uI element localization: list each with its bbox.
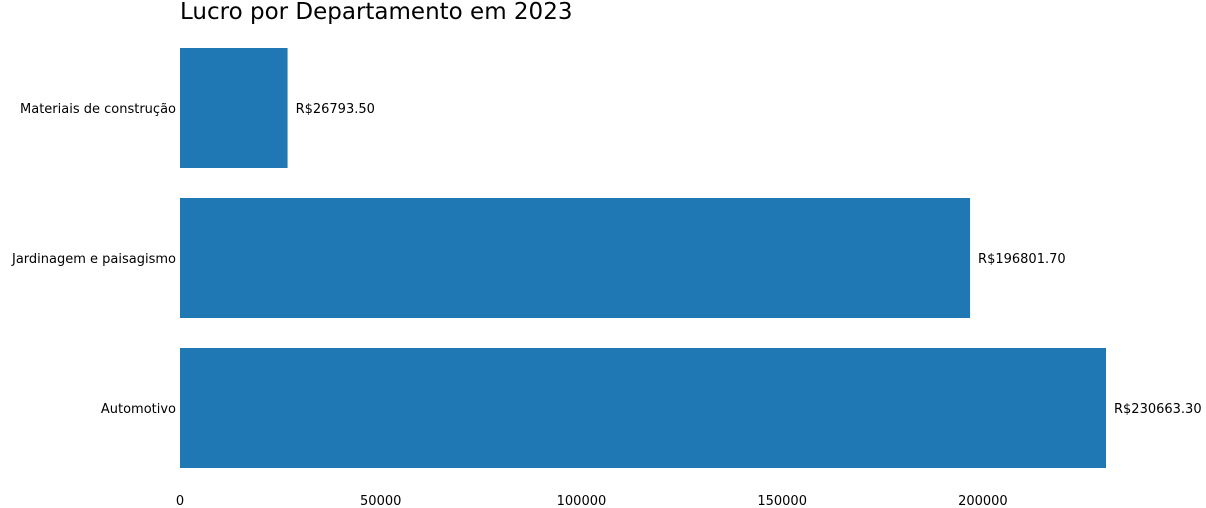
bar-0 (180, 48, 288, 168)
bar-1 (180, 198, 971, 318)
x-tick-label-2: 100000 (557, 494, 607, 508)
data-label-0: R$26793.50 (296, 102, 375, 117)
data-label-2: R$230663.30 (1114, 402, 1202, 417)
data-labels: R$26793.50 R$196801.70 R$230663.30 (296, 102, 1202, 417)
x-tick-label-1: 50000 (360, 494, 401, 508)
chart-title: Lucro por Departamento em 2023 (180, 0, 572, 25)
x-tick-labels: 0 50000 100000 150000 200000 (176, 494, 1008, 508)
y-tick-label-2: Automotivo (101, 402, 176, 417)
y-tick-labels: Materiais de construção Jardinagem e pais… (11, 102, 176, 417)
data-label-1: R$196801.70 (978, 252, 1066, 267)
y-tick-label-1: Jardinagem e paisagismo (11, 252, 176, 267)
bars-layer (180, 48, 1106, 468)
x-tick-label-3: 150000 (757, 494, 807, 508)
bar-2 (180, 348, 1106, 468)
y-tick-label-0: Materiais de construção (20, 102, 176, 117)
x-tick-label-4: 200000 (958, 494, 1008, 508)
x-tick-label-0: 0 (176, 494, 184, 508)
